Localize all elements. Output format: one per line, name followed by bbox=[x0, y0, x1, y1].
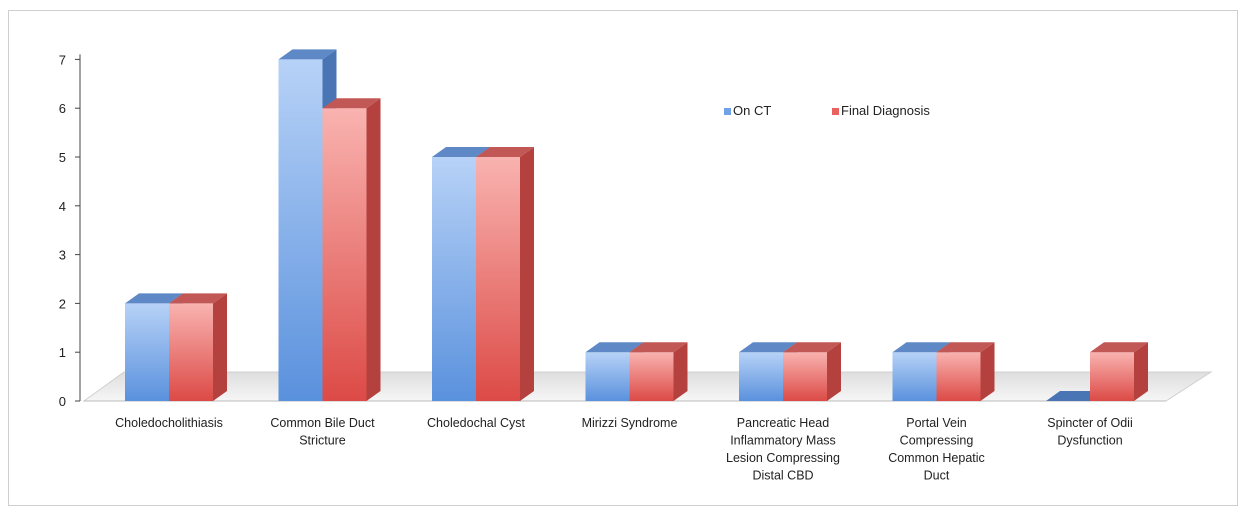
category-label: Portal Vein bbox=[906, 416, 967, 430]
category-label: Lesion Compressing bbox=[726, 451, 840, 465]
legend: On CT Final Diagnosis bbox=[724, 103, 930, 118]
category-label: Inflammatory Mass bbox=[730, 434, 836, 448]
bar-final-diagnosis bbox=[629, 342, 688, 401]
bar-final-diagnosis bbox=[936, 342, 995, 401]
legend-swatch bbox=[724, 108, 731, 115]
chart-frame bbox=[8, 10, 1238, 506]
legend-swatch bbox=[832, 108, 839, 115]
bar-on-ct bbox=[1046, 391, 1104, 401]
category-label: Pancreatic Head bbox=[737, 416, 829, 430]
bar-final-diagnosis bbox=[169, 293, 227, 401]
y-tick-label: 3 bbox=[59, 248, 66, 263]
y-tick-label: 6 bbox=[59, 101, 66, 116]
bar-final-diagnosis bbox=[783, 342, 841, 401]
bar-final-diagnosis bbox=[476, 147, 534, 401]
y-tick-label: 7 bbox=[59, 52, 66, 67]
bar-final-diagnosis bbox=[1090, 342, 1148, 401]
category-label: Common Hepatic bbox=[888, 451, 985, 465]
bars-layer bbox=[125, 49, 1148, 402]
category-label: Common Bile Duct bbox=[270, 416, 375, 430]
category-label: Dysfunction bbox=[1057, 434, 1122, 448]
category-label: Stricture bbox=[299, 434, 346, 448]
category-labels: Choledocholithiasis Common Bile Duct Stric… bbox=[115, 416, 1133, 483]
y-tick-label: 1 bbox=[59, 345, 66, 360]
category-label: Duct bbox=[924, 469, 950, 483]
category-label: Choledochal Cyst bbox=[427, 416, 525, 430]
bar-final-diagnosis bbox=[322, 98, 381, 401]
category-label: Distal CBD bbox=[752, 469, 813, 483]
category-label: Mirizzi Syndrome bbox=[582, 416, 678, 430]
y-tick-label: 5 bbox=[59, 150, 66, 165]
legend-label: Final Diagnosis bbox=[841, 103, 930, 118]
legend-label: On CT bbox=[733, 103, 771, 118]
y-tick-label: 0 bbox=[59, 394, 66, 409]
y-tick-label: 2 bbox=[59, 296, 66, 311]
y-tick-label: 4 bbox=[59, 199, 66, 214]
category-label: Choledocholithiasis bbox=[115, 416, 223, 430]
category-label: Spincter of Odii bbox=[1047, 416, 1132, 430]
category-label: Compressing bbox=[900, 434, 974, 448]
